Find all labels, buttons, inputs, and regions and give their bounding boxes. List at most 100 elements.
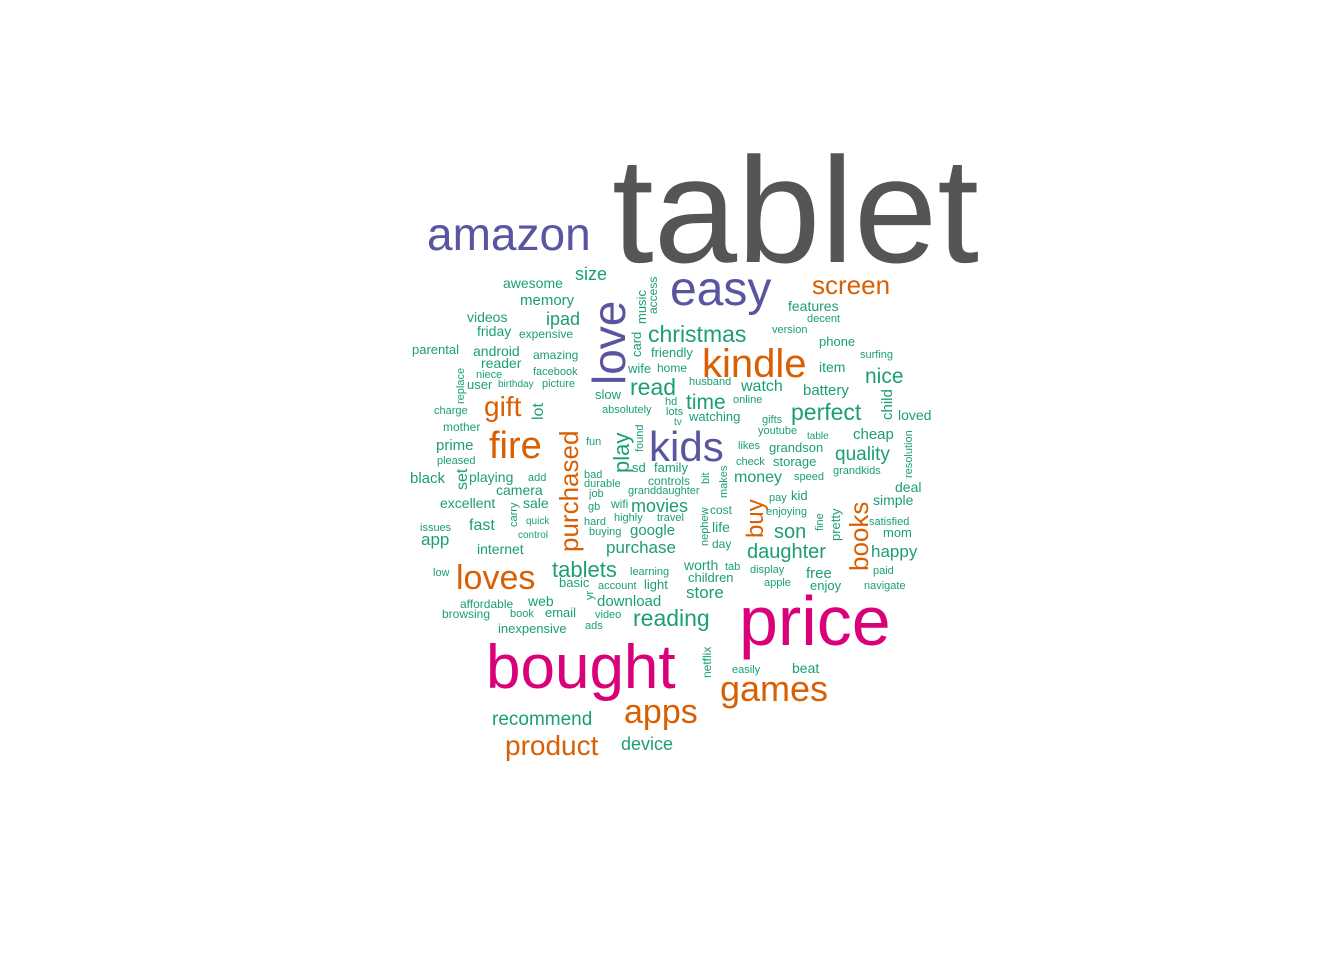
word-money: money: [734, 469, 782, 486]
word-gb: gb: [588, 501, 600, 513]
word-highly: highly: [614, 512, 643, 524]
word-easily: easily: [732, 664, 761, 676]
word-prime: prime: [436, 437, 474, 454]
word-tab: tab: [725, 561, 740, 573]
word-simple: simple: [873, 492, 914, 508]
word-account: account: [598, 580, 637, 592]
word-netflix: netflix: [700, 647, 714, 678]
word-beat: beat: [792, 660, 819, 676]
word-screen: screen: [812, 270, 890, 300]
word-battery: battery: [803, 382, 849, 399]
word-lots: lots: [666, 406, 684, 418]
word-online: online: [733, 394, 762, 406]
word-issues: issues: [420, 522, 452, 534]
word-grandkids: grandkids: [833, 465, 881, 477]
word-yr: yr: [584, 591, 596, 601]
word-husband: husband: [689, 376, 731, 388]
word-awesome: awesome: [503, 275, 563, 291]
word-ads: ads: [585, 620, 603, 632]
word-black: black: [410, 470, 446, 487]
word-daughter: daughter: [747, 541, 826, 563]
word-hard: hard: [584, 516, 606, 528]
word-recommend: recommend: [492, 709, 592, 730]
word-children: children: [688, 570, 734, 585]
word-carry: carry: [508, 502, 520, 527]
word-fine: fine: [814, 513, 826, 531]
word-facebook: facebook: [533, 366, 578, 378]
word-internet: internet: [477, 541, 524, 557]
word-playing: playing: [469, 469, 513, 485]
word-time: time: [686, 391, 726, 414]
word-friendly: friendly: [651, 345, 693, 360]
word-fun: fun: [586, 436, 601, 448]
word-enjoy: enjoy: [810, 578, 842, 593]
word-apple: apple: [764, 577, 791, 589]
word-lot: lot: [530, 403, 547, 420]
word-books: books: [844, 502, 874, 571]
word-play: play: [609, 433, 634, 473]
word-niece: niece: [476, 369, 502, 381]
word-job: job: [588, 488, 604, 500]
word-free: free: [806, 565, 832, 582]
word-bought: bought: [486, 633, 676, 702]
word-fire: fire: [489, 425, 542, 467]
word-item: item: [819, 359, 845, 375]
word-fast: fast: [469, 517, 495, 534]
word-device: device: [621, 734, 673, 754]
word-quick: quick: [526, 516, 550, 527]
word-apps: apps: [624, 693, 698, 731]
word-loved: loved: [898, 407, 931, 423]
word-absolutely: absolutely: [602, 404, 652, 416]
word-slow: slow: [595, 387, 622, 402]
word-enjoying: enjoying: [766, 506, 807, 518]
word-kid: kid: [791, 488, 808, 503]
word-decent: decent: [807, 313, 840, 325]
word-version: version: [772, 324, 807, 336]
word-price: price: [739, 582, 891, 660]
word-web: web: [527, 593, 554, 609]
word-pleased: pleased: [437, 455, 476, 467]
word-google: google: [630, 522, 675, 539]
word-kids: kids: [649, 423, 724, 470]
word-family: family: [654, 460, 688, 475]
word-sd: sd: [632, 460, 646, 475]
word-mother: mother: [443, 420, 480, 434]
word-love: love: [583, 301, 635, 385]
word-wife: wife: [627, 361, 651, 376]
word-movies: movies: [631, 496, 688, 516]
word-reading: reading: [633, 605, 710, 631]
word-home: home: [657, 361, 687, 375]
word-reader: reader: [481, 355, 522, 371]
word-child: child: [879, 389, 896, 420]
word-low: low: [433, 567, 450, 579]
word-happy: happy: [871, 542, 918, 561]
word-found: found: [634, 424, 646, 452]
word-easy: easy: [670, 263, 771, 316]
word-day: day: [712, 537, 731, 551]
word-watch: watch: [740, 378, 783, 395]
word-mom: mom: [883, 525, 912, 540]
word-durable: durable: [584, 478, 621, 490]
word-sale: sale: [523, 495, 549, 511]
word-control: control: [518, 530, 548, 541]
word-travel: travel: [657, 512, 684, 524]
word-birthday: birthday: [498, 379, 534, 390]
word-pay: pay: [769, 492, 787, 504]
word-browsing: browsing: [442, 607, 490, 621]
word-youtube: youtube: [758, 425, 797, 437]
word-nice: nice: [865, 365, 904, 388]
word-tv: tv: [674, 417, 682, 428]
word-buying: buying: [589, 526, 621, 538]
word-deal: deal: [895, 479, 921, 495]
word-resolution: resolution: [903, 430, 915, 478]
word-life: life: [712, 519, 730, 535]
word-set: set: [454, 468, 471, 490]
word-satisfied: satisfied: [869, 516, 909, 528]
word-check: check: [736, 456, 765, 468]
word-surfing: surfing: [860, 349, 893, 361]
word-store: store: [686, 583, 724, 602]
word-pretty: pretty: [828, 508, 843, 541]
word-tablets: tablets: [552, 557, 617, 582]
word-loves: loves: [456, 559, 535, 597]
word-card: card: [629, 332, 644, 357]
